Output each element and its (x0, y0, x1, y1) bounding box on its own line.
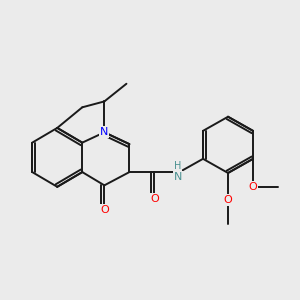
Text: O: O (150, 194, 159, 204)
Text: N: N (174, 172, 182, 182)
Text: O: O (224, 195, 233, 205)
Text: H: H (174, 160, 182, 171)
Text: O: O (100, 206, 109, 215)
Text: O: O (249, 182, 257, 192)
Text: N: N (100, 127, 109, 137)
